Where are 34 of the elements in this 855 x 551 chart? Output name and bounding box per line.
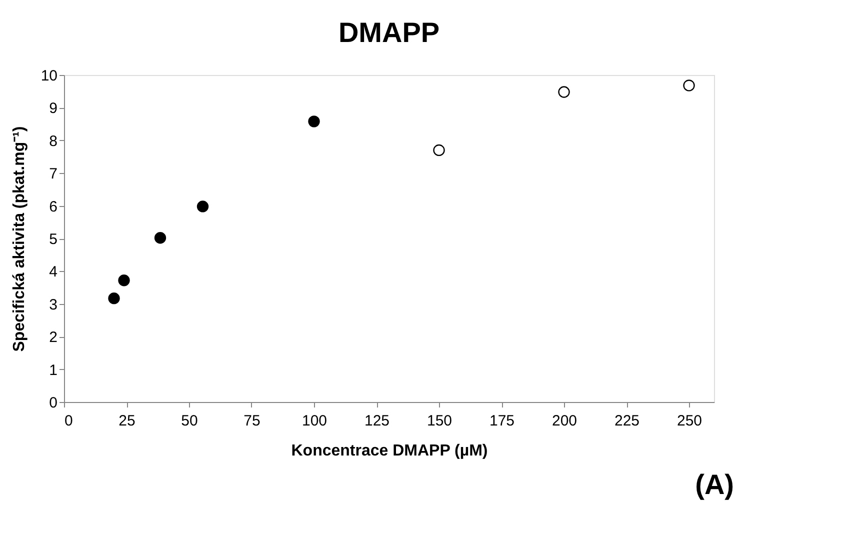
y-tick-label: 9 (49, 100, 58, 118)
x-tick-label: 50 (181, 412, 198, 430)
point (558, 86, 570, 98)
point (433, 144, 445, 156)
y-tick-label: 7 (49, 166, 58, 183)
point (108, 292, 120, 304)
y-tick-label: 2 (49, 329, 58, 346)
x-tick-label: 25 (118, 412, 136, 430)
x-tick-label: 250 (676, 412, 702, 430)
y-tick-label: 5 (49, 231, 58, 248)
point (196, 200, 209, 212)
x-tick-label: 75 (244, 412, 260, 430)
x-tick-label: 125 (364, 412, 390, 430)
x-tick-label: 150 (426, 412, 452, 430)
y-axis-title: Specifická aktivita (pkat.mg⁻¹) (10, 126, 28, 352)
y-tick-label: 10 (40, 68, 58, 84)
y-tick-label: 1 (49, 362, 58, 379)
x-tick-label: 0 (64, 412, 73, 430)
x-tick-label: 200 (552, 412, 578, 430)
x-tick-label: 100 (302, 412, 328, 430)
point (308, 116, 320, 128)
x-tick-label: 175 (489, 412, 515, 430)
point (154, 232, 166, 244)
y-tick-label: 4 (49, 264, 58, 281)
y-tick-label: 8 (49, 132, 58, 150)
text: (A) (695, 469, 734, 500)
point (118, 274, 130, 286)
chart-title: DMAPP (338, 17, 440, 48)
x-tick-label: 225 (614, 412, 640, 430)
y-tick-label: 3 (49, 296, 58, 314)
x-axis-title: Koncentrace DMAPP (µM) (291, 442, 488, 460)
point (683, 80, 695, 92)
y-tick-label: 0 (49, 394, 58, 412)
y-tick-label: 6 (49, 198, 58, 216)
